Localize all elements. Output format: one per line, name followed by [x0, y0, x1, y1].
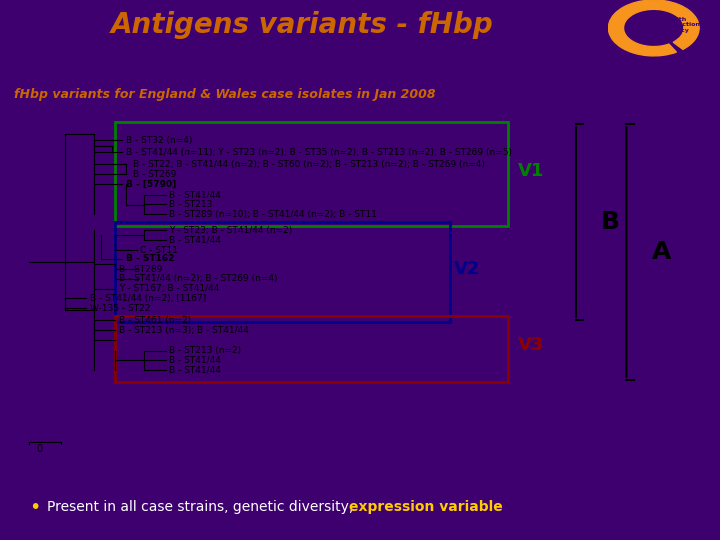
Text: B - ST41/44 (n=2); B - ST269 (n=4): B - ST41/44 (n=2); B - ST269 (n=4) [119, 274, 277, 284]
Text: V3: V3 [518, 336, 545, 354]
Text: B - ST41/44 (n=2), [1167]: B - ST41/44 (n=2), [1167] [90, 294, 206, 302]
Text: B - ST289: B - ST289 [119, 265, 162, 274]
Text: Present in all case strains, genetic diversity,: Present in all case strains, genetic div… [47, 501, 357, 514]
Text: B - ST289 (n=10); B - ST41/44 (n=2); B - ST11: B - ST289 (n=10); B - ST41/44 (n=2); B -… [169, 210, 377, 219]
Text: Health
Protection
Agency: Health Protection Agency [664, 17, 701, 33]
Text: B - [5790]: B - [5790] [126, 180, 176, 188]
Text: Antigens variants - fHbp: Antigens variants - fHbp [111, 11, 494, 38]
Text: B - ST213 (n=2): B - ST213 (n=2) [169, 346, 241, 355]
Text: B - ST41/44: B - ST41/44 [169, 355, 221, 364]
Text: B - ST461 (n=2): B - ST461 (n=2) [119, 315, 191, 325]
Text: •: • [29, 498, 40, 517]
Text: W-135 - ST22: W-135 - ST22 [90, 303, 150, 313]
Text: B: B [601, 210, 620, 234]
Text: B - ST269: B - ST269 [133, 170, 176, 179]
Text: B - ST162: B - ST162 [126, 254, 174, 264]
Text: C - ST11: C - ST11 [140, 246, 179, 255]
Text: B - ST22; B - ST41/44 (n=2); B - ST60 (n=2); B - ST213 (n=2); B - ST269 (n=4): B - ST22; B - ST41/44 (n=2); B - ST60 (n… [133, 160, 485, 168]
Text: expression variable: expression variable [349, 501, 503, 514]
Text: B - ST213: B - ST213 [169, 200, 212, 208]
Text: V1: V1 [518, 162, 545, 180]
Text: Y - ST167; B - ST41/44: Y - ST167; B - ST41/44 [119, 285, 219, 293]
Wedge shape [608, 0, 699, 56]
Text: fHbp variants for England & Wales case isolates in Jan 2008: fHbp variants for England & Wales case i… [14, 88, 436, 102]
Text: B - ST32 (n=4): B - ST32 (n=4) [126, 136, 192, 145]
Text: B - ST41/44 (n=11); Y - ST23 (n=2); B - ST35 (n=2); B - ST213 (n=2); B - ST269 (: B - ST41/44 (n=11); Y - ST23 (n=2); B - … [126, 148, 512, 157]
Text: Y - ST23; B - ST41/44 (n=2): Y - ST23; B - ST41/44 (n=2) [169, 226, 292, 235]
Text: A: A [652, 240, 671, 264]
Text: B - ST41/44: B - ST41/44 [169, 366, 221, 375]
Text: B - ST41/44: B - ST41/44 [169, 235, 221, 245]
Text: 0: 0 [37, 444, 42, 454]
Text: B - ST213 (n=3); B - ST41/44: B - ST213 (n=3); B - ST41/44 [119, 326, 248, 335]
Text: B - ST41/44: B - ST41/44 [169, 191, 221, 199]
Text: V2: V2 [454, 260, 480, 278]
Wedge shape [673, 28, 699, 49]
